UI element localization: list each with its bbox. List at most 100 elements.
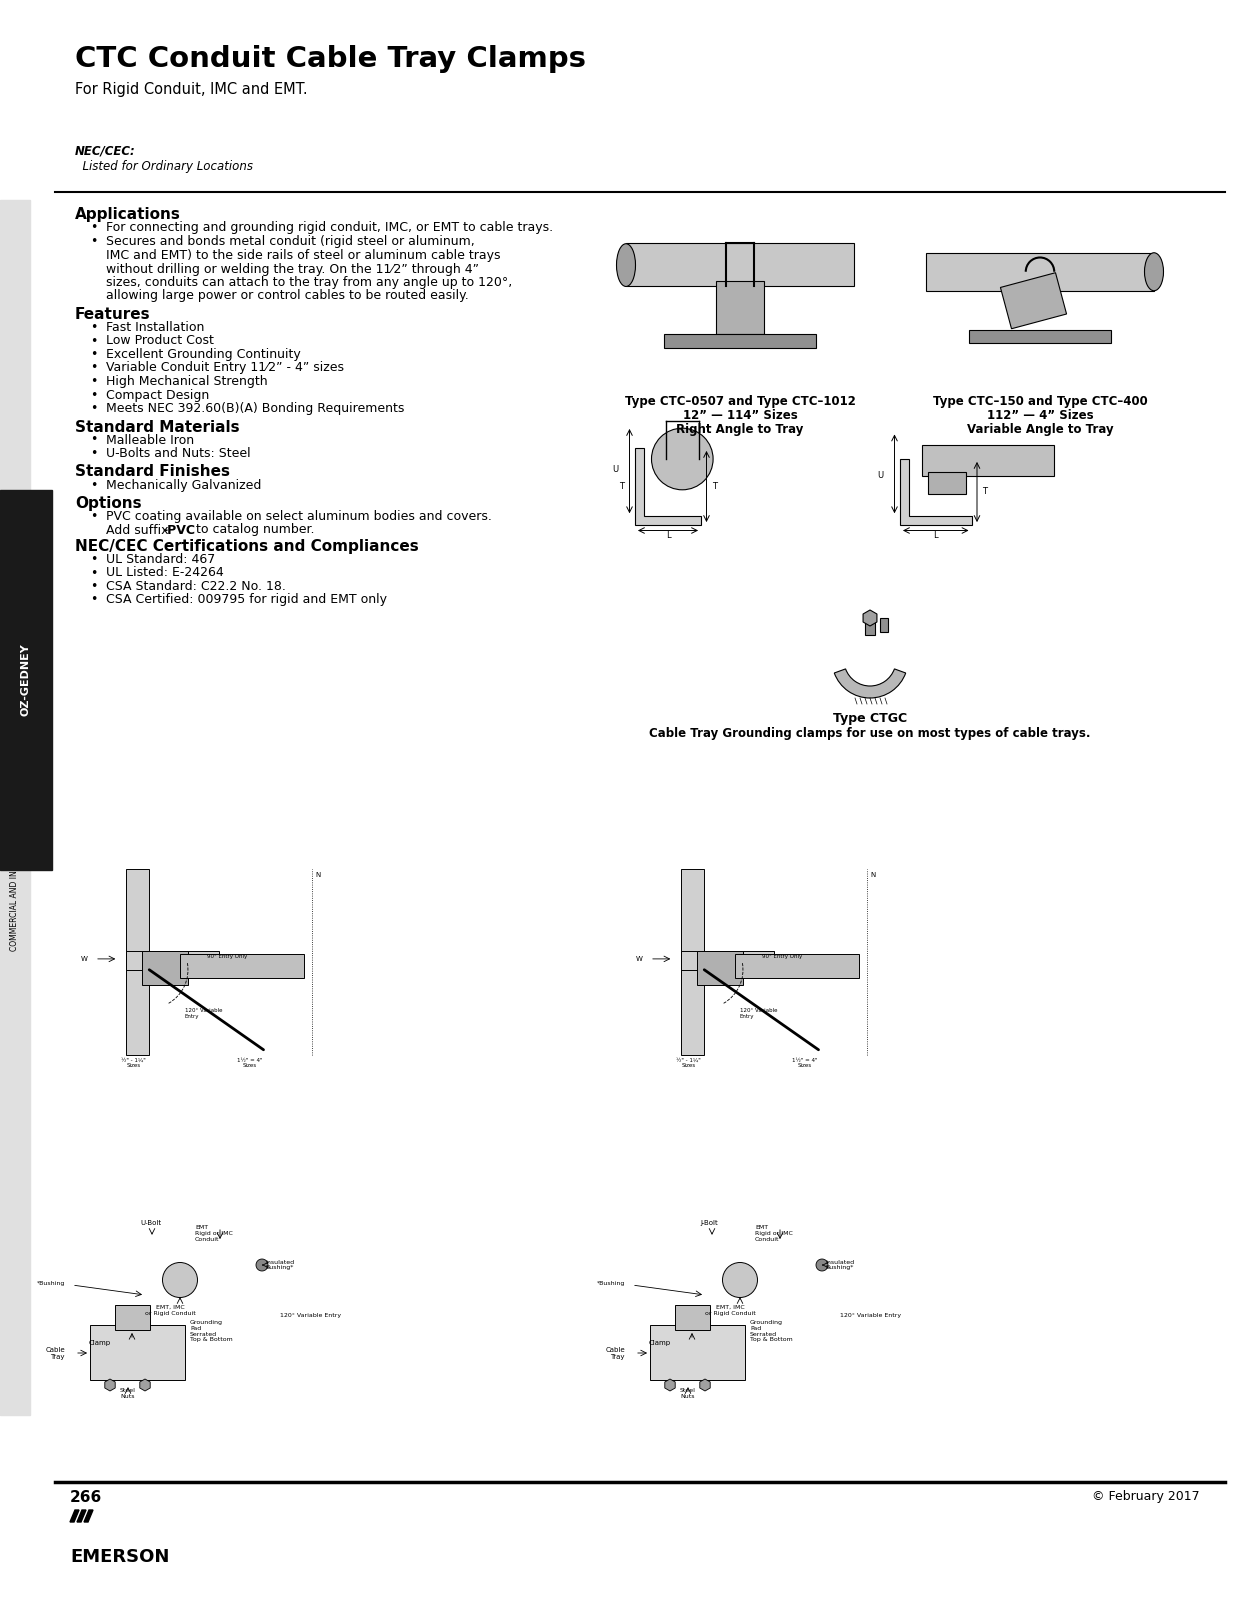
- Bar: [697, 950, 743, 986]
- Text: •: •: [90, 374, 98, 387]
- Text: U: U: [877, 470, 883, 480]
- Text: 120° Variable
Entry: 120° Variable Entry: [739, 1008, 777, 1019]
- Text: Insulated
Bushing*: Insulated Bushing*: [824, 1259, 854, 1270]
- Text: L: L: [933, 531, 937, 541]
- Text: 266: 266: [70, 1490, 103, 1506]
- Text: N: N: [871, 872, 876, 878]
- Circle shape: [652, 429, 713, 490]
- Text: •: •: [90, 579, 98, 594]
- Bar: [0, 200, 30, 1414]
- Text: ½" - 1¼"
Sizes: ½" - 1¼" Sizes: [677, 1058, 701, 1069]
- Text: *Bushing: *Bushing: [597, 1282, 626, 1286]
- Text: EMT, IMC
or Rigid Conduit: EMT, IMC or Rigid Conduit: [704, 1306, 756, 1315]
- Text: •: •: [90, 402, 98, 414]
- Ellipse shape: [816, 1259, 828, 1270]
- Text: For connecting and grounding rigid conduit, IMC, or EMT to cable trays.: For connecting and grounding rigid condu…: [106, 221, 553, 234]
- Text: Type CTC–150 and Type CTC–400: Type CTC–150 and Type CTC–400: [933, 395, 1147, 408]
- Text: W: W: [636, 955, 642, 962]
- Ellipse shape: [1145, 253, 1163, 291]
- Text: 120° Variable
Entry: 120° Variable Entry: [185, 1008, 223, 1019]
- Text: J-Bolt: J-Bolt: [701, 1219, 718, 1226]
- Bar: [717, 282, 764, 333]
- Text: •: •: [90, 510, 98, 523]
- Text: Secures and bonds metal conduit (rigid steel or aluminum,: Secures and bonds metal conduit (rigid s…: [106, 235, 474, 248]
- Text: W: W: [80, 955, 88, 962]
- Text: Standard Materials: Standard Materials: [75, 419, 240, 435]
- Text: allowing large power or control cables to be routed easily.: allowing large power or control cables t…: [106, 290, 469, 302]
- Text: EMT, IMC
or Rigid Conduit: EMT, IMC or Rigid Conduit: [145, 1306, 195, 1315]
- Text: PVC coating available on select aluminum bodies and covers.: PVC coating available on select aluminum…: [106, 510, 492, 523]
- Text: U-Bolt: U-Bolt: [140, 1219, 161, 1226]
- Text: Add suffix: Add suffix: [106, 523, 173, 536]
- Text: Features: Features: [75, 307, 150, 322]
- Text: 1½" = 4"
Sizes: 1½" = 4" Sizes: [792, 1058, 818, 1069]
- Text: IMC and EMT) to the side rails of steel or aluminum cable trays: IMC and EMT) to the side rails of steel …: [106, 250, 500, 262]
- Text: CSA Standard: C22.2 No. 18.: CSA Standard: C22.2 No. 18.: [106, 579, 286, 594]
- Bar: [141, 950, 188, 986]
- Text: •: •: [90, 478, 98, 491]
- Text: •: •: [90, 594, 98, 606]
- Text: Variable Conduit Entry 11⁄2” - 4” sizes: Variable Conduit Entry 11⁄2” - 4” sizes: [106, 362, 344, 374]
- Text: Listed for Ordinary Locations: Listed for Ordinary Locations: [75, 160, 253, 173]
- Text: Grounding
Pad
Serrated
Top & Bottom: Grounding Pad Serrated Top & Bottom: [751, 1320, 793, 1342]
- Text: Applications: Applications: [75, 206, 181, 222]
- Text: ½" - 1¼"
Sizes: ½" - 1¼" Sizes: [121, 1058, 146, 1069]
- Text: CTC Conduit Cable Tray Clamps: CTC Conduit Cable Tray Clamps: [75, 45, 585, 74]
- Text: Fast Installation: Fast Installation: [106, 322, 204, 334]
- Text: 1½" = 4"
Sizes: 1½" = 4" Sizes: [238, 1058, 263, 1069]
- Text: •: •: [90, 446, 98, 461]
- Wedge shape: [834, 669, 906, 698]
- Text: For Rigid Conduit, IMC and EMT.: For Rigid Conduit, IMC and EMT.: [75, 82, 308, 98]
- Bar: [651, 1325, 746, 1379]
- Ellipse shape: [617, 243, 636, 286]
- Bar: [180, 954, 304, 978]
- Text: 90° Entry Only: 90° Entry Only: [762, 954, 802, 958]
- Text: Steel
Nuts: Steel Nuts: [120, 1389, 136, 1398]
- Text: •: •: [90, 349, 98, 362]
- Polygon shape: [84, 1510, 93, 1522]
- Text: •: •: [90, 322, 98, 334]
- Bar: [736, 954, 859, 978]
- Text: -PVC: -PVC: [161, 523, 195, 536]
- Polygon shape: [863, 610, 877, 626]
- Bar: [926, 253, 1153, 291]
- Bar: [1001, 272, 1067, 328]
- Text: Steel
Nuts: Steel Nuts: [681, 1389, 696, 1398]
- Text: Mechanically Galvanized: Mechanically Galvanized: [106, 478, 261, 491]
- Text: Clamp: Clamp: [89, 1341, 111, 1346]
- Text: Options: Options: [75, 496, 141, 510]
- Text: © February 2017: © February 2017: [1092, 1490, 1200, 1502]
- Text: NEC/CEC:: NEC/CEC:: [75, 146, 136, 158]
- Bar: [115, 1306, 150, 1330]
- Text: CSA Certified: 009795 for rigid and EMT only: CSA Certified: 009795 for rigid and EMT …: [106, 594, 387, 606]
- Ellipse shape: [163, 1262, 198, 1298]
- Bar: [126, 869, 149, 1054]
- Bar: [664, 333, 816, 347]
- Text: Type CTGC: Type CTGC: [833, 712, 907, 725]
- Text: Grounding
Pad
Serrated
Top & Bottom: Grounding Pad Serrated Top & Bottom: [190, 1320, 233, 1342]
- Text: •: •: [90, 362, 98, 374]
- Text: •: •: [90, 334, 98, 347]
- Text: •: •: [90, 389, 98, 402]
- Text: 112” — 4” Sizes: 112” — 4” Sizes: [987, 410, 1093, 422]
- Text: Excellent Grounding Continuity: Excellent Grounding Continuity: [106, 349, 300, 362]
- Text: •: •: [90, 554, 98, 566]
- Text: T: T: [982, 488, 987, 496]
- Bar: [968, 330, 1111, 342]
- Bar: [126, 950, 219, 970]
- Bar: [879, 618, 888, 632]
- Text: Cable Tray Grounding clamps for use on most types of cable trays.: Cable Tray Grounding clamps for use on m…: [649, 726, 1091, 739]
- Text: Malleable Iron: Malleable Iron: [106, 434, 194, 446]
- Text: Compact Design: Compact Design: [106, 389, 209, 402]
- Text: T: T: [712, 482, 717, 491]
- Polygon shape: [636, 448, 701, 525]
- Text: Low Product Cost: Low Product Cost: [106, 334, 214, 347]
- Text: N: N: [315, 872, 320, 878]
- Text: 12” — 114” Sizes: 12” — 114” Sizes: [683, 410, 797, 422]
- Text: Cable
Tray: Cable Tray: [45, 1347, 65, 1360]
- Text: NEC/CEC Certifications and Compliances: NEC/CEC Certifications and Compliances: [75, 539, 419, 554]
- Text: L: L: [666, 531, 671, 541]
- Text: Clamp: Clamp: [649, 1341, 671, 1346]
- Text: Right Angle to Tray: Right Angle to Tray: [677, 422, 803, 435]
- Text: Meets NEC 392.60(B)(A) Bonding Requirements: Meets NEC 392.60(B)(A) Bonding Requireme…: [106, 402, 404, 414]
